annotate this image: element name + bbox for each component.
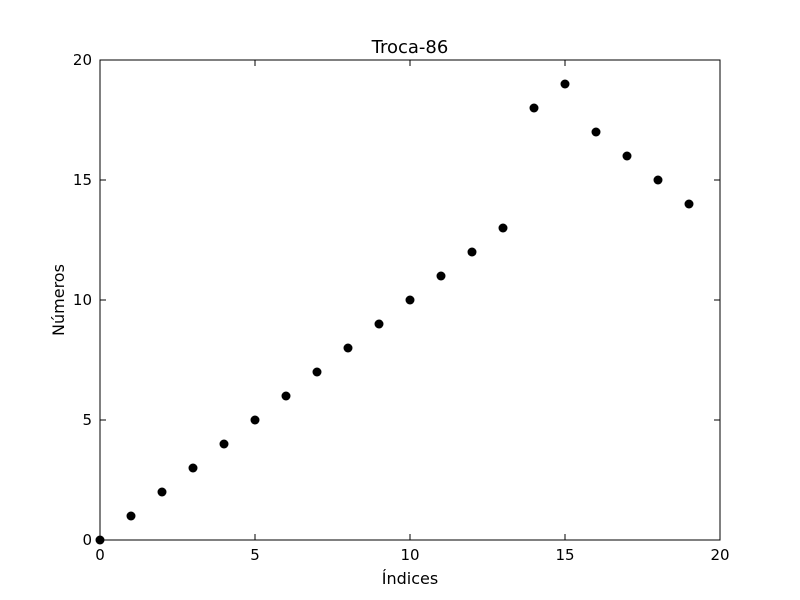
data-point-12 bbox=[467, 247, 477, 257]
y-tick-label-2: 10 bbox=[73, 291, 92, 309]
y-tick-label-0: 0 bbox=[82, 531, 92, 549]
data-point-13 bbox=[498, 223, 508, 233]
points-layer bbox=[95, 79, 694, 545]
data-point-15 bbox=[560, 79, 570, 89]
data-point-9 bbox=[374, 319, 384, 329]
data-point-11 bbox=[436, 271, 446, 281]
y-axis-label: Números bbox=[49, 264, 68, 336]
data-point-19 bbox=[684, 199, 694, 209]
x-axis-label: Índices bbox=[382, 569, 438, 588]
y-tick-label-3: 15 bbox=[73, 171, 92, 189]
data-point-10 bbox=[405, 295, 415, 305]
y-tick-label-4: 20 bbox=[73, 51, 92, 69]
data-point-14 bbox=[529, 103, 539, 113]
data-point-7 bbox=[312, 367, 322, 377]
x-tick-label-1: 5 bbox=[250, 546, 260, 564]
data-point-6 bbox=[281, 391, 291, 401]
data-point-0 bbox=[95, 535, 105, 545]
data-point-18 bbox=[653, 175, 663, 185]
x-tick-label-0: 0 bbox=[95, 546, 105, 564]
data-point-8 bbox=[343, 343, 353, 353]
data-point-3 bbox=[188, 463, 198, 473]
data-point-1 bbox=[126, 511, 136, 521]
y-tick-label-1: 5 bbox=[82, 411, 92, 429]
data-point-17 bbox=[622, 151, 632, 161]
ticks-layer: 0 5 10 15 20 0 5 10 15 20 bbox=[73, 51, 730, 564]
x-tick-label-3: 15 bbox=[555, 546, 574, 564]
chart-title: Troca-86 bbox=[371, 37, 449, 58]
x-tick-label-2: 10 bbox=[400, 546, 419, 564]
plot-area: 0 5 10 15 20 0 5 10 15 20 bbox=[73, 51, 730, 564]
data-point-4 bbox=[219, 439, 229, 449]
data-point-2 bbox=[157, 487, 167, 497]
data-point-5 bbox=[250, 415, 260, 425]
x-tick-label-4: 20 bbox=[710, 546, 729, 564]
data-point-16 bbox=[591, 127, 601, 137]
